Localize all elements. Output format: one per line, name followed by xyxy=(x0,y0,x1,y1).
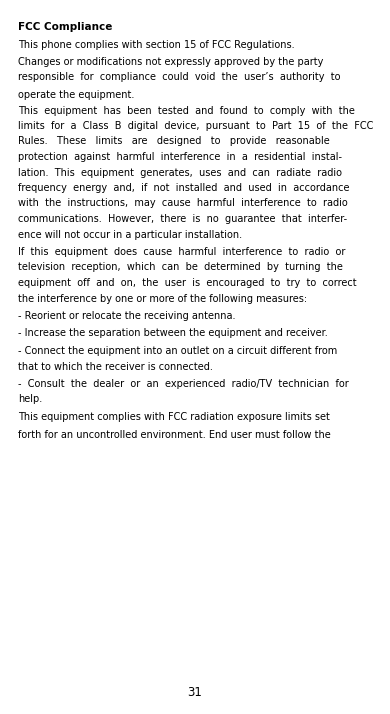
Text: This equipment complies with FCC radiation exposure limits set: This equipment complies with FCC radiati… xyxy=(18,412,330,422)
Text: forth for an uncontrolled environment. End user must follow the: forth for an uncontrolled environment. E… xyxy=(18,430,331,440)
Text: Changes or modifications not expressly approved by the party: Changes or modifications not expressly a… xyxy=(18,57,323,67)
Text: - Increase the separation between the equipment and receiver.: - Increase the separation between the eq… xyxy=(18,328,328,338)
Text: operate the equipment.: operate the equipment. xyxy=(18,90,135,100)
Text: -  Consult  the  dealer  or  an  experienced  radio/TV  technician  for: - Consult the dealer or an experienced r… xyxy=(18,379,349,389)
Text: protection  against  harmful  interference  in  a  residential  instal-: protection against harmful interference … xyxy=(18,152,342,162)
Text: with  the  instructions,  may  cause  harmful  interference  to  radio: with the instructions, may cause harmful… xyxy=(18,198,348,208)
Text: ence will not occur in a particular installation.: ence will not occur in a particular inst… xyxy=(18,229,242,239)
Text: - Connect the equipment into an outlet on a circuit different from: - Connect the equipment into an outlet o… xyxy=(18,346,337,356)
Text: lation.  This  equipment  generates,  uses  and  can  radiate  radio: lation. This equipment generates, uses a… xyxy=(18,168,342,178)
Text: the interference by one or more of the following measures:: the interference by one or more of the f… xyxy=(18,293,307,303)
Text: This  equipment  has  been  tested  and  found  to  comply  with  the: This equipment has been tested and found… xyxy=(18,106,355,116)
Text: FCC Compliance: FCC Compliance xyxy=(18,22,112,32)
Text: help.: help. xyxy=(18,395,42,405)
Text: communications.  However,  there  is  no  guarantee  that  interfer-: communications. However, there is no gua… xyxy=(18,214,347,224)
Text: If  this  equipment  does  cause  harmful  interference  to  radio  or: If this equipment does cause harmful int… xyxy=(18,247,346,257)
Text: Rules.   These   limits   are   designed   to   provide   reasonable: Rules. These limits are designed to prov… xyxy=(18,136,330,146)
Text: 31: 31 xyxy=(188,686,202,699)
Text: - Reorient or relocate the receiving antenna.: - Reorient or relocate the receiving ant… xyxy=(18,311,236,321)
Text: that to which the receiver is connected.: that to which the receiver is connected. xyxy=(18,361,213,371)
Text: television  reception,  which  can  be  determined  by  turning  the: television reception, which can be deter… xyxy=(18,263,343,273)
Text: frequency  energy  and,  if  not  installed  and  used  in  accordance: frequency energy and, if not installed a… xyxy=(18,183,349,193)
Text: limits  for  a  Class  B  digital  device,  pursuant  to  Part  15  of  the  FCC: limits for a Class B digital device, pur… xyxy=(18,121,373,131)
Text: responsible  for  compliance  could  void  the  user’s  authority  to: responsible for compliance could void th… xyxy=(18,73,340,83)
Text: This phone complies with section 15 of FCC Regulations.: This phone complies with section 15 of F… xyxy=(18,39,294,49)
Text: equipment  off  and  on,  the  user  is  encouraged  to  try  to  correct: equipment off and on, the user is encour… xyxy=(18,278,356,288)
